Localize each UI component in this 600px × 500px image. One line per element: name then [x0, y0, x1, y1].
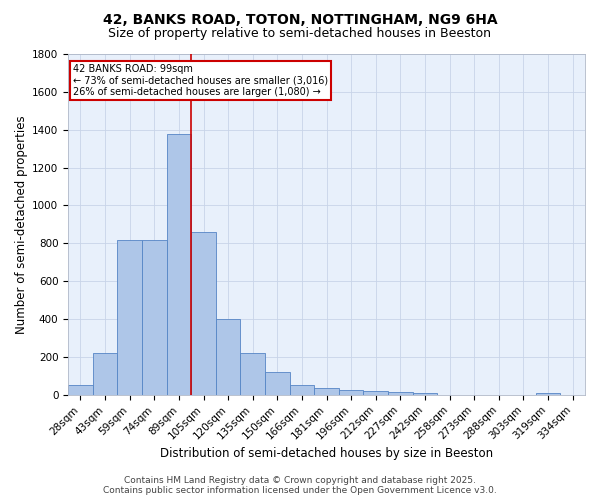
- Bar: [536, 393, 560, 395]
- Bar: [93, 353, 118, 395]
- Bar: [290, 386, 314, 395]
- Bar: [118, 240, 142, 395]
- Y-axis label: Number of semi-detached properties: Number of semi-detached properties: [15, 115, 28, 334]
- Text: Contains HM Land Registry data © Crown copyright and database right 2025.
Contai: Contains HM Land Registry data © Crown c…: [103, 476, 497, 495]
- Text: 42 BANKS ROAD: 99sqm
← 73% of semi-detached houses are smaller (3,016)
26% of se: 42 BANKS ROAD: 99sqm ← 73% of semi-detac…: [73, 64, 328, 98]
- Bar: [265, 372, 290, 395]
- Text: Size of property relative to semi-detached houses in Beeston: Size of property relative to semi-detach…: [109, 28, 491, 40]
- Bar: [364, 391, 388, 395]
- Bar: [191, 232, 216, 395]
- Bar: [241, 353, 265, 395]
- X-axis label: Distribution of semi-detached houses by size in Beeston: Distribution of semi-detached houses by …: [160, 447, 493, 460]
- Bar: [413, 393, 437, 395]
- Bar: [388, 392, 413, 395]
- Text: 42, BANKS ROAD, TOTON, NOTTINGHAM, NG9 6HA: 42, BANKS ROAD, TOTON, NOTTINGHAM, NG9 6…: [103, 12, 497, 26]
- Bar: [314, 388, 339, 395]
- Bar: [216, 319, 241, 395]
- Bar: [339, 390, 364, 395]
- Bar: [142, 240, 167, 395]
- Bar: [167, 134, 191, 395]
- Bar: [68, 386, 93, 395]
